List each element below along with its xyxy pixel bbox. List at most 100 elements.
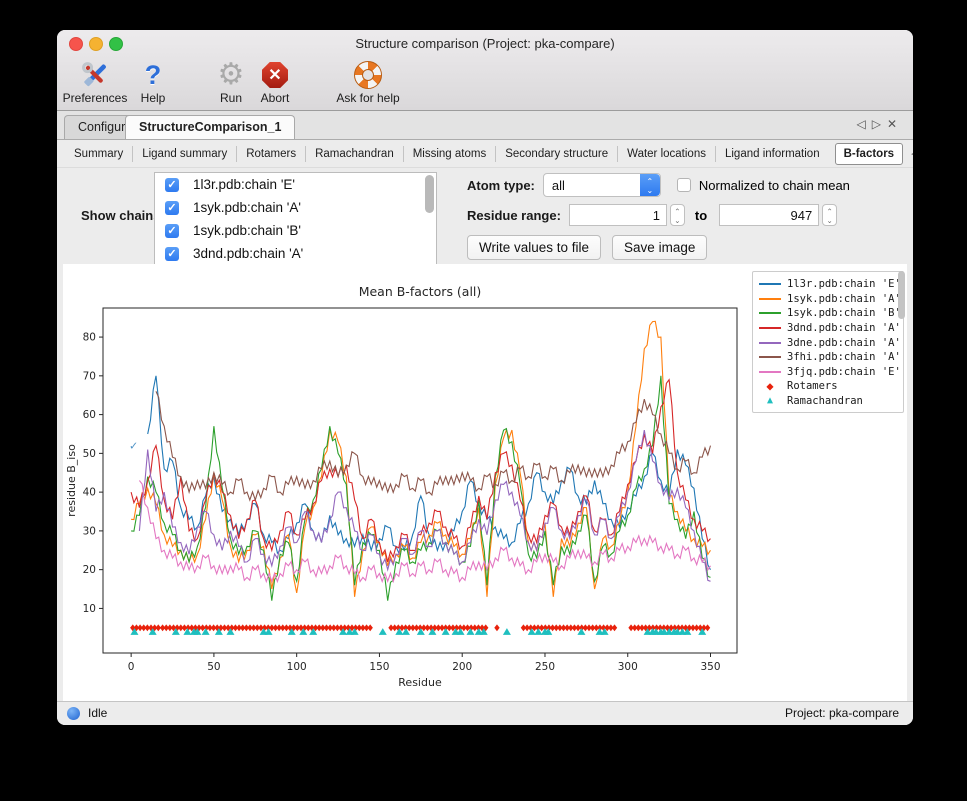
rotamer-diamond (679, 624, 685, 632)
atom-type-value: all (551, 177, 565, 193)
atom-type-dropdown[interactable]: all ⌃ ⌄ (542, 173, 661, 197)
x-tick-label: 200 (452, 661, 472, 673)
chain-checkbox[interactable]: ✓ (165, 200, 179, 215)
rotamer-diamond (265, 624, 271, 632)
write-values-button[interactable]: Write values to file (467, 234, 602, 260)
rotamer-diamond (461, 624, 467, 632)
chain-row[interactable]: ✓ 3dnd.pdb:chain 'A' (155, 242, 436, 265)
rotamer-diamond (697, 624, 703, 632)
rotamer-diamond (410, 624, 416, 632)
ramachandran-triangle (479, 628, 488, 635)
abort-button[interactable]: ✕ Abort (253, 59, 297, 105)
scrollbar-thumb[interactable] (425, 175, 434, 213)
rotamer-diamond (589, 624, 596, 632)
tab-structure-comparison-1[interactable]: StructureComparison_1 (125, 115, 296, 139)
chain-list-scrollbar[interactable] (424, 175, 435, 263)
rotamer-diamond (639, 624, 645, 632)
rotamer-diamond (360, 624, 366, 632)
subtab-ligand-summary[interactable]: Ligand summary (132, 145, 236, 162)
rotamer-diamond (323, 624, 330, 632)
residue-from-stepper[interactable]: ⌃ ⌄ (669, 204, 685, 226)
close-window-button[interactable] (69, 37, 83, 51)
rotamer-diamond (432, 624, 438, 632)
chain-row[interactable]: ✓ 1syk.pdb:chain 'B' (155, 219, 436, 242)
rotamer-diamond (586, 624, 592, 632)
tab-back-icon[interactable]: ◁ (856, 117, 872, 131)
titlebar[interactable]: Structure comparison (Project: pka-compa… (57, 30, 913, 57)
abort-icon: ✕ (262, 62, 288, 88)
ramachandran-triangle (264, 628, 273, 635)
subtab-summary[interactable]: Summary (74, 147, 124, 160)
residue-to-stepper[interactable]: ⌃ ⌄ (822, 204, 838, 226)
rotamer-diamond (494, 624, 500, 632)
rotamer-diamond (269, 624, 275, 632)
toolbar-item-label: Help (140, 91, 166, 105)
ramachandran-triangle (544, 628, 553, 635)
chain-checkbox[interactable]: ✓ (165, 223, 179, 238)
ramachandran-triangle (148, 628, 157, 635)
chain-checkbox[interactable]: ✓ (165, 246, 179, 261)
x-tick-label: 100 (287, 661, 307, 673)
tab-nav-arrows[interactable]: ◁▷✕ (856, 117, 903, 131)
legend-item: ◆ Rotamers (759, 379, 897, 394)
status-project: Project: pka-compare (784, 706, 899, 720)
subtab-b-factors[interactable]: B-factors (834, 142, 904, 165)
chain-checkbox[interactable]: ✓ (165, 177, 179, 192)
ramachandran-triangle (350, 628, 359, 635)
main-tab-bar: Configure StructureComparison_1 ◁▷✕ (57, 111, 913, 140)
ramachandran-triangle (698, 628, 707, 635)
legend-label: 3dne.pdb:chain 'A' (787, 336, 901, 349)
legend-sample (759, 370, 781, 373)
rotamer-diamond (391, 624, 398, 632)
normalized-checkbox[interactable] (676, 178, 691, 192)
rotamer-diamond (635, 624, 642, 632)
legend-item: ▲ Ramachandran (759, 394, 897, 409)
chain-listbox[interactable]: ✓ 1l3r.pdb:chain 'E' ✓ 1syk.pdb:chain 'A… (154, 172, 437, 266)
legend-item: 3fhi.pdb:chain 'A' (759, 350, 901, 365)
x-tick-label: 300 (618, 661, 638, 673)
rotamer-diamond (524, 624, 530, 632)
subtab-nav-arrows[interactable]: ◁▷ (911, 147, 913, 160)
panel-scrollbar-thumb[interactable] (898, 271, 905, 319)
subtab-back-icon[interactable]: ◁ (911, 148, 913, 160)
x-tick-label: 250 (535, 661, 555, 673)
save-image-button[interactable]: Save image (612, 234, 708, 260)
minimize-window-button[interactable] (89, 37, 103, 51)
tab-forward-icon[interactable]: ▷ (871, 117, 887, 131)
window-title: Structure comparison (Project: pka-compa… (355, 36, 615, 51)
ramachandran-triangle (428, 628, 437, 635)
ask-for-help-button[interactable]: Ask for help (329, 59, 407, 105)
legend-sample (759, 356, 781, 359)
subtab-secondary-structure[interactable]: Secondary structure (495, 145, 617, 162)
preferences-button[interactable]: Preferences (61, 59, 129, 105)
lifebuoy-icon (354, 61, 382, 89)
rotamer-diamond (421, 624, 427, 632)
subtab-water-locations[interactable]: Water locations (617, 145, 715, 162)
rotamer-diamond (159, 624, 166, 632)
zoom-window-button[interactable] (109, 37, 123, 51)
rotamer-diamond (207, 624, 213, 632)
rotamer-diamond (254, 624, 260, 632)
rotamer-diamond (144, 624, 151, 632)
residue-from-input[interactable] (568, 204, 667, 226)
check-annotation: ✓ (129, 439, 138, 452)
rotamer-diamond (163, 624, 169, 632)
residue-to-input[interactable] (719, 204, 820, 226)
rotamer-diamond (155, 624, 161, 632)
rotamer-diamond (141, 624, 147, 632)
rotamer-diamond (450, 624, 456, 632)
chain-row[interactable]: ✓ 1syk.pdb:chain 'A' (155, 196, 436, 219)
tab-close-icon[interactable]: ✕ (886, 117, 903, 131)
help-button[interactable]: ? Help (133, 59, 173, 105)
rotamer-diamond (631, 624, 638, 632)
subtab-rotamers[interactable]: Rotamers (236, 145, 305, 162)
legend-label: 3dnd.pdb:chain 'A' (787, 322, 901, 335)
rotamer-diamond (439, 624, 445, 632)
subtab-missing-atoms[interactable]: Missing atoms (402, 145, 496, 162)
run-button[interactable]: ⚙ Run (209, 59, 253, 106)
subtab-ramachandran[interactable]: Ramachandran (305, 145, 403, 162)
subtab-ligand-information[interactable]: Ligand information (714, 145, 829, 162)
rotamer-diamond (424, 624, 431, 632)
residue-range-label: Residue range: (467, 207, 561, 223)
chain-row[interactable]: ✓ 1l3r.pdb:chain 'E' (155, 173, 436, 196)
